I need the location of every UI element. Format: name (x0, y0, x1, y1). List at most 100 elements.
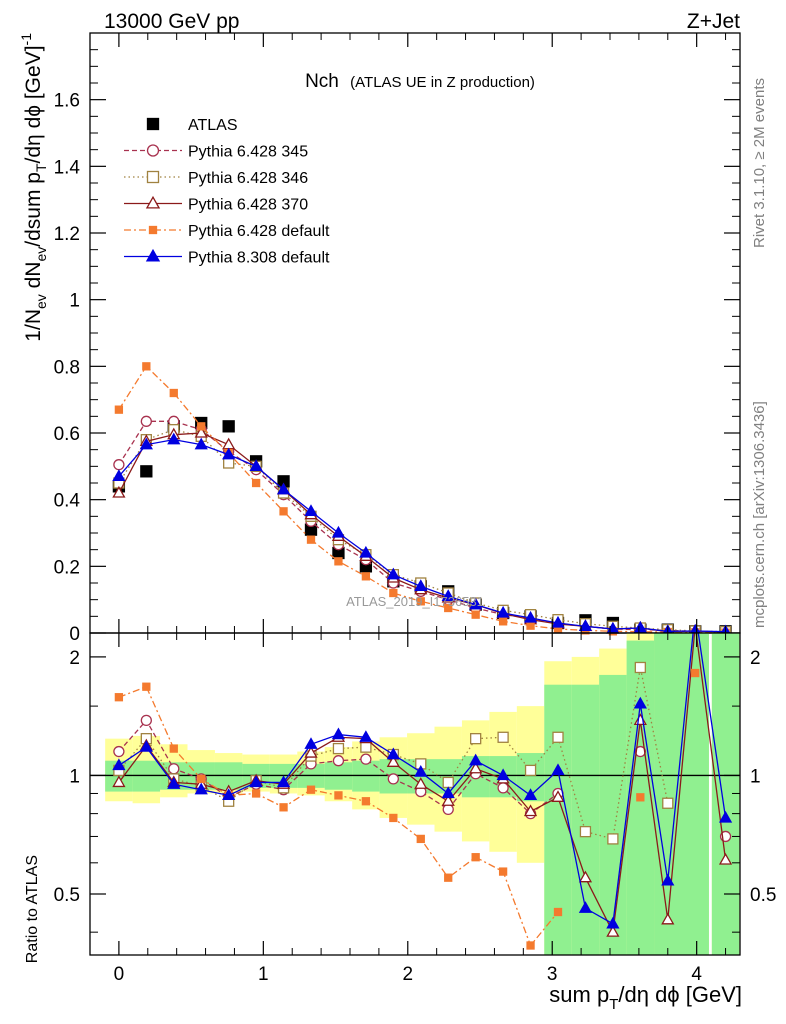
side-label-rivet: Rivet 3.1.10, ≥ 2M events (751, 78, 768, 248)
ratio-point-pythia-6-428-370 (441, 794, 455, 806)
y-axis-label-main: 1/Nev dNev/dsum pT/dη dϕ [GeV]-1 (18, 33, 49, 342)
ratio-point-pythia-6-428-346 (360, 741, 372, 753)
ratio-point-pythia-6-428-346 (579, 825, 592, 838)
ratio-point-pythia-6-428-370 (661, 912, 675, 925)
data-point-pythia-6-428-default (251, 478, 261, 488)
ratio-y-tick-label-right: 2 (750, 648, 761, 669)
ratio-frame (89, 632, 741, 956)
chart-title-main: Nch (305, 71, 339, 92)
ratio-point-pythia-8-308-default (222, 788, 236, 801)
legend-label: Pythia 8.308 default (188, 250, 330, 267)
ratio-point-pythia-6-428-346 (524, 764, 537, 777)
ratio-y-tick-label: 0.5 (54, 885, 80, 906)
ratio-point-pythia-6-428-370 (718, 852, 733, 865)
ratio-point-pythia-8-308-default (551, 763, 565, 776)
ratio-point-pythia-6-428-346 (634, 661, 646, 674)
data-point-pythia-8-308-default (194, 437, 208, 450)
data-point-pythia-6-428-370 (222, 437, 236, 450)
ratio-series-pythia-8-308-default (112, 633, 733, 929)
data-point-pythia-8-308-default (633, 620, 647, 633)
data-point-pythia-6-428-default (444, 603, 453, 613)
ratio-point-pythia-6-428-345 (360, 753, 372, 765)
ratio-point-pythia-8-308-default (139, 740, 153, 752)
series-pythia-8-308-default (112, 432, 733, 637)
data-point-pythia-8-308-default (578, 619, 593, 631)
ratio-point-pythia-8-308-default (441, 786, 455, 799)
uncertainty-band-inner (681, 633, 709, 955)
legend-marker (146, 170, 160, 184)
data-point-pythia-6-428-370 (112, 485, 126, 498)
ratio-point-pythia-6-428-346 (442, 776, 454, 789)
legend-entry-atlas: ATLAS (146, 117, 238, 134)
ratio-point-pythia-6-428-370 (551, 790, 565, 802)
data-point-pythia-6-428-default (169, 388, 178, 398)
ratio-point-pythia-8-308-default (469, 753, 483, 766)
data-point-pythia-8-308-default (304, 504, 318, 516)
ratio-point-pythia-8-308-default (276, 775, 291, 788)
ratio-point-pythia-8-308-default (661, 873, 675, 886)
ratio-point-pythia-6-428-default (553, 907, 563, 917)
ratio-point-pythia-6-428-default (251, 789, 261, 798)
uncertainty-band-inner (711, 633, 740, 955)
legend-entry-pythia-6-428-default: Pythia 6.428 default (124, 223, 330, 240)
ratio-point-pythia-6-428-370 (469, 761, 483, 774)
chart-title-sub: (ATLAS UE in Z production) (350, 74, 535, 91)
data-point-pythia-6-428-default (114, 405, 124, 414)
data-point-pythia-6-428-default (389, 588, 398, 598)
main-y-tick-label: 0.4 (54, 491, 81, 512)
ratio-point-pythia-6-428-default (471, 853, 480, 862)
ratio-point-pythia-6-428-default (389, 813, 398, 823)
ratio-point-pythia-6-428-370 (386, 755, 400, 767)
ratio-point-pythia-8-308-default (496, 768, 510, 781)
x-tick-label: 2 (402, 964, 413, 985)
ratio-point-pythia-6-428-370 (304, 745, 318, 758)
y-axis-label-ratio: Ratio to ATLAS (24, 855, 41, 963)
legend-entry-pythia-6-428-345: Pythia 6.428 345 (124, 144, 308, 161)
series-line-pythia-6-428-default (118, 365, 726, 634)
ratio-point-pythia-6-428-345 (332, 755, 345, 767)
legend-marker (146, 144, 160, 157)
ratio-y-tick-label: 1 (69, 766, 80, 787)
ratio-y-tick-label-right: 0.5 (750, 885, 776, 906)
data-point-pythia-8-308-default (167, 432, 181, 445)
uncertainty-band-inner (599, 674, 627, 955)
main-panel: ATLAS Pythia 6.428 345 Pythia 6.428 346 Pyt… (54, 32, 741, 645)
main-y-tick-label: 1.2 (54, 224, 80, 245)
data-point-pythia-6-428-default (361, 572, 371, 581)
legend-entry-pythia-6-428-346: Pythia 6.428 346 (124, 170, 308, 187)
ratio-point-pythia-6-428-default (306, 785, 316, 794)
ratio-panel: 0 1 2 3 4 0.5 0.5 1 1 2 2 (54, 632, 776, 985)
ratio-point-pythia-6-428-default (197, 774, 206, 784)
ratio-point-pythia-6-428-345 (497, 782, 509, 794)
legend-label: Pythia 6.428 370 (188, 197, 308, 214)
side-label-mcplots: mcplots.cern.ch [arXiv:1306.3436] (751, 401, 768, 628)
data-point-pythia-6-428-default (197, 422, 206, 431)
data-point-pythia-8-308-default (523, 610, 538, 623)
ratio-point-pythia-8-308-default (414, 764, 428, 777)
ratio-point-pythia-8-308-default (331, 727, 346, 740)
watermark: ATLAS_2019_I1736531 (346, 594, 484, 609)
data-point-atlas (222, 420, 235, 433)
x-axis-label: sum pT/dη dϕ [GeV] (549, 982, 742, 1013)
ratio-point-pythia-6-428-370 (414, 777, 428, 789)
data-point-pythia-6-428-345 (113, 459, 125, 471)
data-point-pythia-6-428-default (142, 362, 151, 371)
ratio-point-pythia-8-308-default (606, 916, 620, 929)
data-point-pythia-8-308-default (139, 437, 153, 450)
ratio-point-pythia-8-308-default (633, 696, 647, 709)
legend: ATLAS Pythia 6.428 345 Pythia 6.428 346 Pyt… (124, 117, 330, 267)
ratio-point-pythia-6-428-346 (497, 731, 509, 743)
data-point-pythia-6-428-default (416, 597, 425, 606)
data-point-pythia-6-428-346 (223, 457, 235, 469)
data-point-pythia-8-308-default (276, 482, 291, 495)
uncertainty-band-inner (544, 684, 572, 955)
ratio-point-pythia-8-308-default (578, 901, 593, 913)
x-tick-label: 4 (691, 964, 702, 985)
main-y-tick-label: 0.2 (54, 557, 80, 578)
data-point-pythia-6-428-default (279, 507, 288, 516)
data-point-pythia-8-308-default (331, 525, 346, 538)
ratio-point-pythia-8-308-default (386, 747, 400, 760)
legend-label: Pythia 6.428 345 (188, 144, 308, 161)
ratio-point-pythia-6-428-346 (552, 731, 564, 743)
